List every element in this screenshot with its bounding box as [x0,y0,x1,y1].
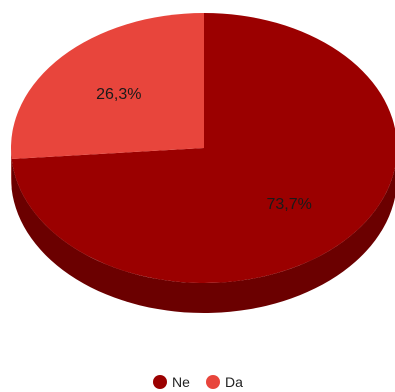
slice-label-da: 26,3% [96,86,141,103]
slice-ne[interactable] [11,13,395,283]
legend-label-da: Da [225,374,243,390]
slice-side-da [11,148,12,190]
pie-labels: 73,7% 26,3% [96,86,312,213]
legend-swatch-da [206,375,220,389]
legend-swatch-ne [153,375,167,389]
slice-da[interactable] [10,13,204,160]
legend-item-ne[interactable]: Ne [153,374,190,390]
legend: Ne Da [153,374,243,390]
legend-label-ne: Ne [172,374,190,390]
pie-top-layer [10,13,395,283]
pie-depth-layer [11,148,395,313]
legend-item-da[interactable]: Da [206,374,243,390]
slice-side-ne [11,159,395,313]
slice-label-ne: 73,7% [267,196,312,213]
